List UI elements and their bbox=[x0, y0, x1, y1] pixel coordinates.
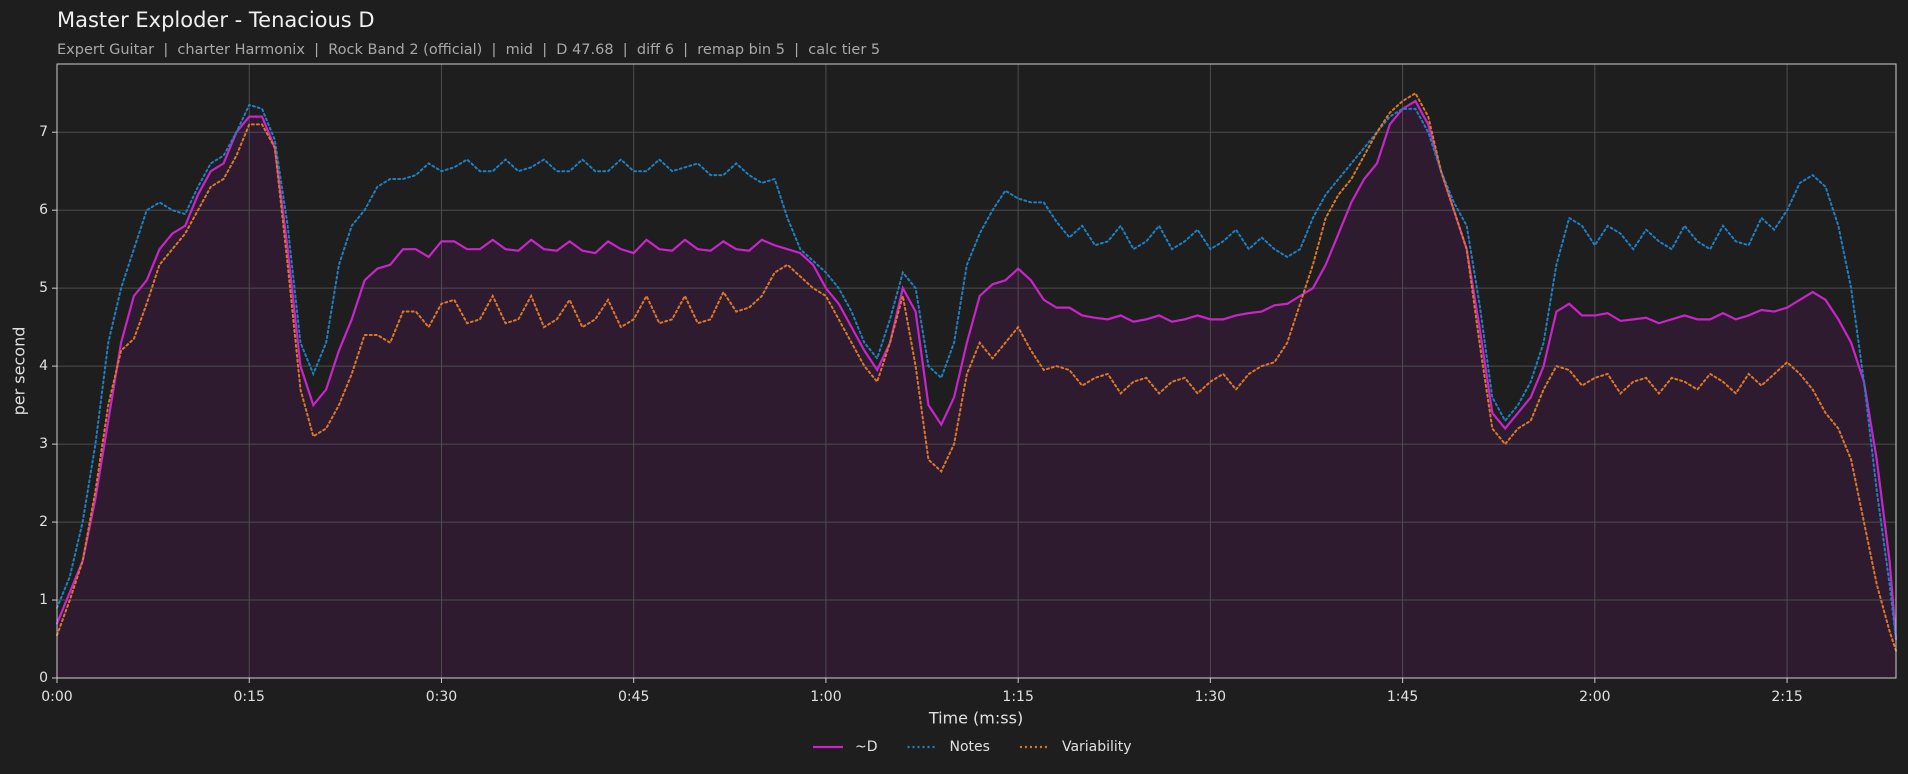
y-tick-label: 5 bbox=[39, 280, 48, 296]
y-tick-label: 3 bbox=[39, 436, 48, 452]
y-tick-label: 4 bbox=[39, 358, 48, 374]
x-tick-label: 1:45 bbox=[1387, 689, 1418, 705]
x-tick-label: 0:30 bbox=[426, 689, 457, 705]
legend-label: Variability bbox=[1062, 739, 1132, 755]
y-axis-label: per second bbox=[10, 327, 29, 416]
chart-title: Master Exploder - Tenacious D bbox=[57, 8, 375, 32]
y-tick-label: 7 bbox=[39, 124, 48, 140]
plot-border bbox=[56, 63, 1897, 679]
x-tick-label: 2:00 bbox=[1579, 689, 1610, 705]
y-tick-label: 2 bbox=[39, 514, 48, 530]
y-tick-label: 1 bbox=[39, 592, 48, 608]
x-tick-label: 1:00 bbox=[810, 689, 841, 705]
legend-label: Notes bbox=[950, 739, 990, 755]
line bbox=[56, 91, 1897, 652]
line bbox=[55, 99, 1898, 641]
y-tick-label: 0 bbox=[39, 670, 48, 686]
legend-label: ~D bbox=[855, 739, 878, 755]
x-tick-label: 2:15 bbox=[1771, 689, 1802, 705]
x-tick-label: 1:30 bbox=[1195, 689, 1226, 705]
x-tick-label: 0:45 bbox=[618, 689, 649, 705]
x-tick-label: 1:15 bbox=[1002, 689, 1033, 705]
area bbox=[57, 101, 1896, 679]
chart-subtitle: Expert Guitar | charter Harmonix | Rock … bbox=[57, 42, 880, 58]
y-tick-label: 6 bbox=[39, 202, 48, 218]
x-tick-label: 0:00 bbox=[41, 689, 72, 705]
x-axis-label: Time (m:ss) bbox=[928, 709, 1023, 728]
x-tick-label: 0:15 bbox=[234, 689, 265, 705]
line bbox=[56, 103, 1897, 641]
